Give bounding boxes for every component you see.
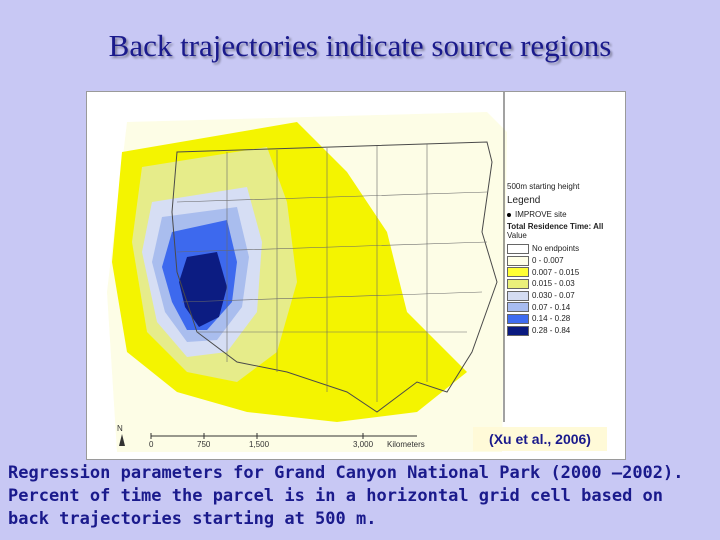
citation: (Xu et al., 2006) bbox=[473, 427, 607, 451]
scale-label: 1,500 bbox=[249, 440, 270, 449]
site-dot-icon bbox=[507, 212, 511, 217]
legend-item-label: 0.015 - 0.03 bbox=[532, 279, 575, 289]
legend-item-label: 0.28 - 0.84 bbox=[532, 326, 571, 336]
legend-swatch bbox=[507, 302, 529, 313]
scale-unit: Kilometers bbox=[387, 440, 425, 449]
legend-swatch bbox=[507, 267, 529, 278]
legend-site-entry: IMPROVE site bbox=[507, 210, 625, 219]
legend-item: 0.015 - 0.03 bbox=[507, 278, 625, 290]
legend-swatch bbox=[507, 278, 529, 289]
legend-item-label: 0.007 - 0.015 bbox=[532, 267, 580, 277]
legend-swatch bbox=[507, 243, 529, 254]
scale-label: 0 bbox=[149, 440, 154, 449]
legend-item-label: No endpoints bbox=[532, 244, 580, 254]
legend-item: 0.14 - 0.28 bbox=[507, 313, 625, 325]
legend-item: 0.07 - 0.14 bbox=[507, 301, 625, 313]
legend-swatch bbox=[507, 325, 529, 336]
state-lines bbox=[176, 144, 488, 402]
legend-header: 500m starting height bbox=[507, 182, 580, 191]
legend-item: 0 - 0.007 bbox=[507, 255, 625, 267]
legend-item: No endpoints bbox=[507, 243, 625, 255]
map-graphic bbox=[107, 92, 507, 452]
legend-site-label: IMPROVE site bbox=[515, 210, 567, 219]
legend-item: 0.030 - 0.07 bbox=[507, 290, 625, 302]
scale-bar: N 0 750 1,500 3,000 Kilometers bbox=[117, 424, 447, 450]
legend-item: 0.007 - 0.015 bbox=[507, 266, 625, 278]
map-legend: 500m starting height Legend IMPROVE site… bbox=[507, 182, 625, 337]
legend-item-label: 0.030 - 0.07 bbox=[532, 291, 575, 301]
legend-swatch bbox=[507, 313, 529, 324]
legend-value-label: Value bbox=[507, 231, 527, 240]
legend-swatch bbox=[507, 255, 529, 266]
region-0.28-0.84 bbox=[179, 252, 227, 327]
scale-label: 3,000 bbox=[353, 440, 374, 449]
legend-swatch bbox=[507, 290, 529, 301]
north-label: N bbox=[117, 424, 123, 433]
legend-item-label: 0.14 - 0.28 bbox=[532, 314, 571, 324]
legend-title: Legend bbox=[507, 195, 541, 206]
scale-label: 750 bbox=[197, 440, 211, 449]
legend-item-label: 0 - 0.007 bbox=[532, 256, 564, 266]
slide-title: Back trajectories indicate source region… bbox=[108, 28, 612, 63]
legend-trt-label: Total Residence Time: All bbox=[507, 222, 604, 231]
legend-item: 0.28 - 0.84 bbox=[507, 325, 625, 337]
caption: Regression parameters for Grand Canyon N… bbox=[8, 463, 684, 529]
legend-item-label: 0.07 - 0.14 bbox=[532, 302, 571, 312]
legend-items: No endpoints 0 - 0.007 0.007 - 0.015 0.0… bbox=[507, 243, 625, 337]
residence-time-map: 500m starting height Legend IMPROVE site… bbox=[86, 91, 626, 460]
scale-bar-graphic bbox=[119, 433, 417, 446]
